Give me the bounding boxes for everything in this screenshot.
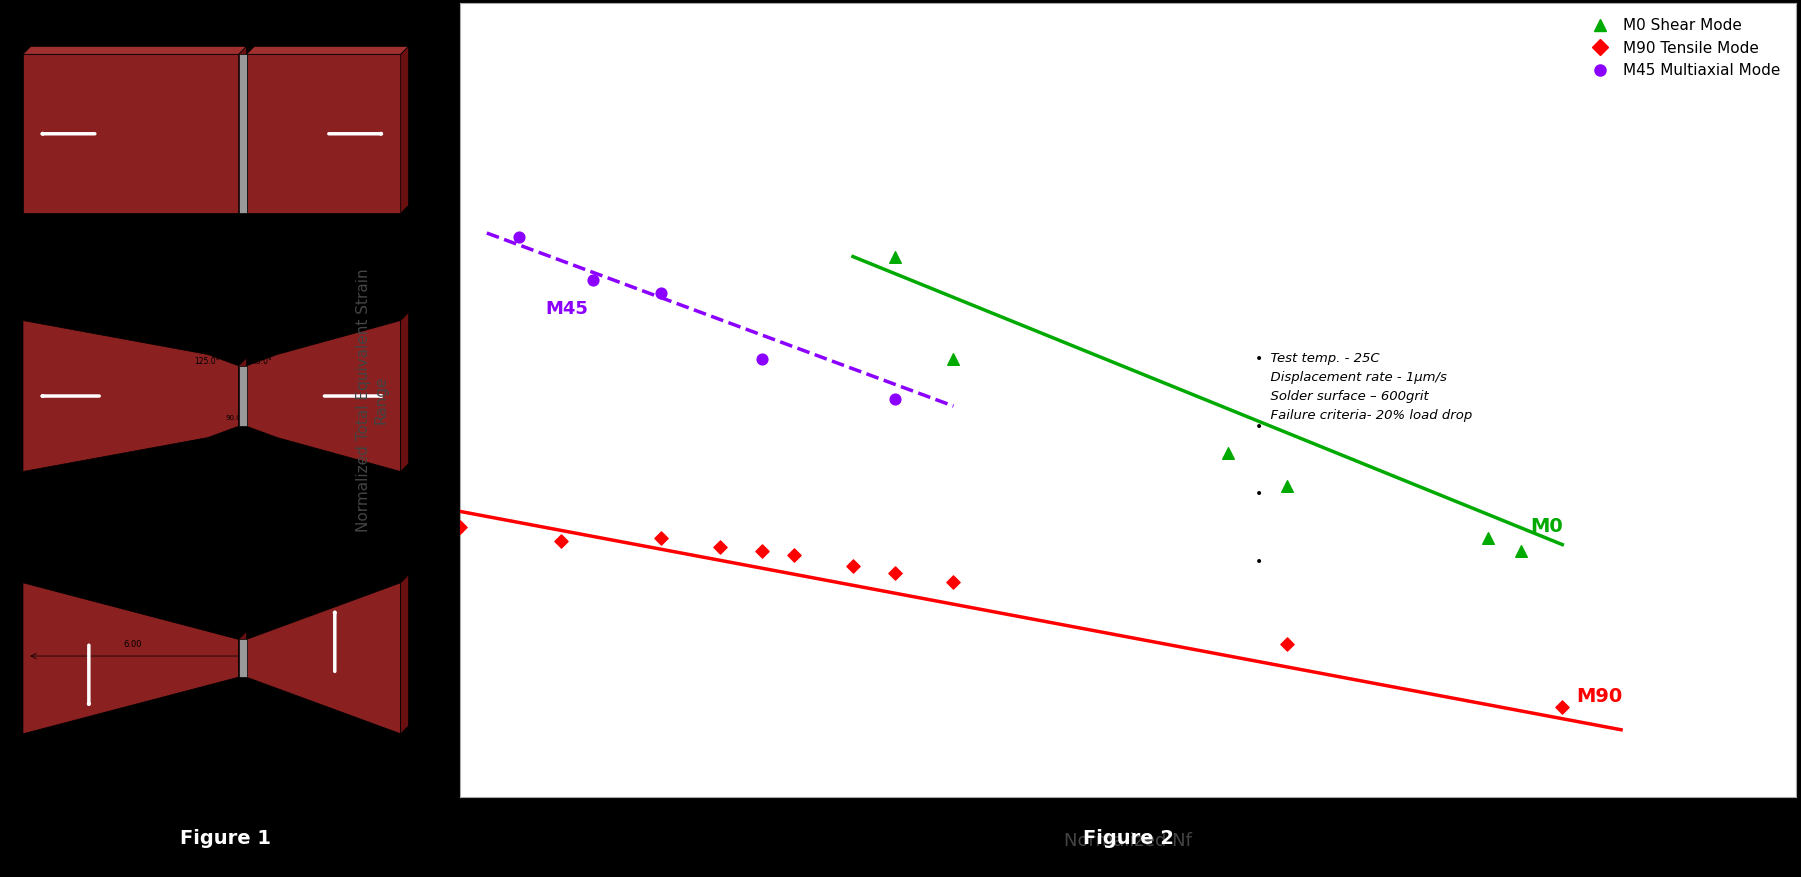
Text: 125.0°: 125.0°	[195, 357, 220, 367]
Point	[504, 231, 533, 245]
Point	[938, 575, 967, 589]
Point	[938, 353, 967, 367]
Text: •: •	[1255, 353, 1263, 367]
Text: M45 Specimen: M45 Specimen	[274, 256, 369, 269]
Point	[780, 548, 809, 562]
Polygon shape	[238, 366, 247, 426]
Point	[839, 559, 868, 573]
Text: •: •	[1255, 420, 1263, 434]
Point	[647, 531, 675, 545]
Point	[1273, 479, 1302, 493]
Polygon shape	[400, 312, 409, 472]
Point	[578, 273, 607, 287]
Text: Test temp. - 25C
  Displacement rate - 1μm/s
  Solder surface – 600grit
  Failur: Test temp. - 25C Displacement rate - 1μm…	[1261, 353, 1471, 423]
Polygon shape	[238, 54, 247, 213]
Text: 6.00: 6.00	[124, 639, 142, 649]
Legend: M0 Shear Mode, M90 Tensile Mode, M45 Multiaxial Mode: M0 Shear Mode, M90 Tensile Mode, M45 Mul…	[1578, 11, 1788, 86]
Text: 1.50: 1.50	[0, 405, 5, 414]
Point	[1547, 700, 1576, 714]
Text: 90.0°: 90.0°	[238, 627, 259, 637]
Polygon shape	[247, 583, 400, 734]
Point	[747, 544, 776, 558]
Y-axis label: Normalized Total Equivalent Strain
Range: Normalized Total Equivalent Strain Range	[357, 268, 389, 531]
Polygon shape	[238, 358, 247, 426]
Text: M90 specimen: M90 specimen	[274, 0, 369, 11]
Text: All dimensions are in mm.: All dimensions are in mm.	[240, 784, 357, 794]
Text: 1.14: 1.14	[18, 488, 36, 497]
Point	[447, 520, 475, 534]
Point	[747, 353, 776, 367]
Point	[881, 567, 910, 581]
Polygon shape	[23, 320, 238, 472]
Point	[647, 286, 675, 300]
Point	[1214, 446, 1243, 460]
Point	[1473, 531, 1502, 545]
Text: 12.20: 12.20	[200, 763, 223, 772]
Polygon shape	[238, 639, 247, 677]
Polygon shape	[247, 320, 400, 472]
Point	[1273, 637, 1302, 651]
Polygon shape	[400, 46, 409, 213]
Text: .75: .75	[0, 381, 5, 390]
X-axis label: Normalized Nf: Normalized Nf	[1064, 832, 1192, 850]
Polygon shape	[238, 46, 247, 213]
Text: M0: M0	[1529, 517, 1563, 537]
Polygon shape	[23, 583, 238, 734]
Text: 90.0°: 90.0°	[225, 415, 245, 421]
Text: 2.50
3.00: 2.50 3.00	[412, 127, 427, 140]
Text: .20: .20	[247, 689, 259, 698]
Polygon shape	[23, 46, 247, 54]
Polygon shape	[247, 54, 400, 213]
Text: •: •	[1255, 488, 1263, 502]
Polygon shape	[247, 46, 409, 54]
Polygon shape	[238, 631, 247, 677]
Text: M90: M90	[1576, 688, 1623, 706]
Text: Figure 2: Figure 2	[1082, 829, 1174, 848]
Text: M0 Specimen: M0 Specimen	[277, 518, 366, 531]
Point	[546, 534, 575, 548]
Point	[1506, 544, 1534, 558]
Text: .20: .20	[241, 222, 252, 232]
Text: 3.25: 3.25	[312, 509, 331, 517]
Text: 4.06: 4.06	[124, 509, 142, 517]
Text: R.30: R.30	[247, 353, 263, 360]
Text: 45.0°: 45.0°	[252, 357, 272, 367]
Text: •: •	[1255, 555, 1263, 569]
Text: 3.00
5.00: 3.00 5.00	[412, 614, 427, 627]
Point	[706, 540, 735, 554]
Point	[881, 250, 910, 264]
Polygon shape	[23, 54, 238, 213]
Text: 3.00: 3.00	[409, 391, 427, 401]
Point	[881, 392, 910, 406]
Text: M45: M45	[546, 300, 589, 317]
Text: 6.00: 6.00	[202, 18, 222, 27]
Polygon shape	[400, 574, 409, 734]
Text: Figure 1: Figure 1	[180, 829, 270, 848]
